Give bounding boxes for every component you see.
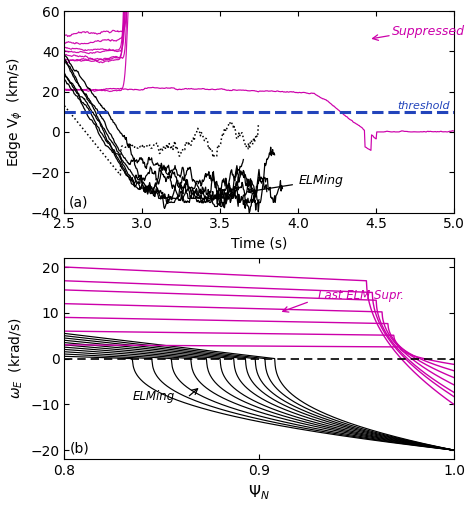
Y-axis label: $\omega_E$  (krad/s): $\omega_E$ (krad/s): [7, 318, 25, 399]
Text: ELMing: ELMing: [298, 174, 343, 187]
Text: threshold: threshold: [397, 101, 449, 111]
Text: ELMing: ELMing: [133, 390, 175, 403]
X-axis label: $\Psi_N$: $\Psi_N$: [248, 484, 270, 502]
Text: Last ELM Supr.: Last ELM Supr.: [318, 289, 404, 302]
Text: (b): (b): [70, 441, 90, 456]
X-axis label: Time (s): Time (s): [231, 237, 288, 251]
Y-axis label: Edge V$_\phi$  (km/s): Edge V$_\phi$ (km/s): [6, 57, 25, 167]
Text: Suppressed: Suppressed: [392, 25, 465, 38]
Text: (a): (a): [69, 196, 89, 209]
